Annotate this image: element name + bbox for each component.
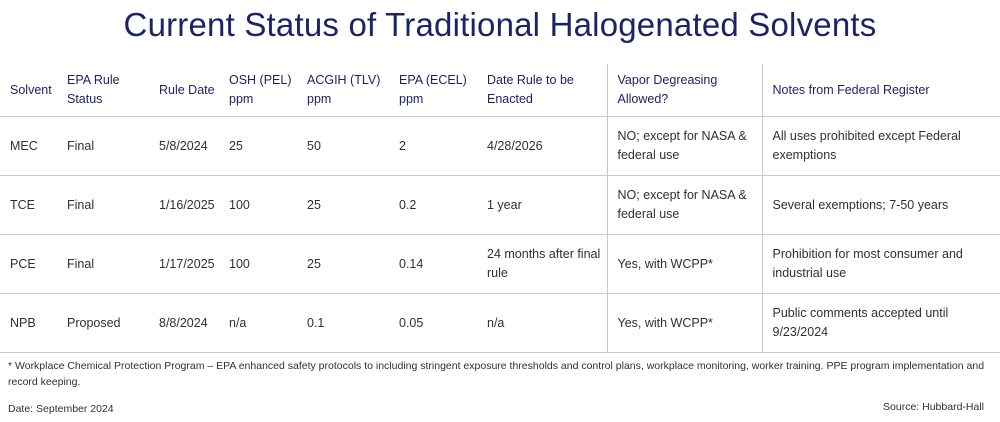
column-header-rule-date: Rule Date — [149, 64, 219, 117]
cell-acgih-tlv: 25 — [297, 175, 389, 235]
cell-notes: Several exemptions; 7-50 years — [761, 175, 1000, 235]
cell-rule-status: Proposed — [57, 293, 149, 353]
cell-notes: All uses prohibited except Federal exemp… — [761, 116, 1000, 176]
column-header-vapor-degreasing: Vapor Degreasing Allowed? — [606, 64, 762, 117]
cell-solvent: TCE — [0, 175, 57, 235]
wcpp-footnote: * Workplace Chemical Protection Program … — [8, 360, 985, 388]
cell-osh-pel: 100 — [219, 234, 297, 294]
cell-date-enacted: 24 months after final rule — [477, 234, 607, 294]
cell-acgih-tlv: 0.1 — [297, 293, 389, 353]
table-row: NPB Proposed 8/8/2024 n/a 0.1 0.05 n/a Y… — [0, 293, 1000, 353]
cell-vapor-degreasing: NO; except for NASA & federal use — [606, 116, 762, 176]
cell-rule-status: Final — [57, 116, 149, 176]
cell-notes: Prohibition for most consumer and indust… — [761, 234, 1000, 294]
source-credit: Source: Hubbard-Hall — [883, 401, 984, 413]
cell-vapor-degreasing: Yes, with WCPP* — [606, 234, 762, 294]
cell-notes: Public comments accepted until 9/23/2024 — [761, 293, 1000, 353]
solvent-status-table: Solvent EPA Rule Status Rule Date OSH (P… — [0, 64, 1000, 353]
column-header-osh-pel: OSH (PEL) ppm — [219, 64, 297, 117]
cell-epa-ecel: 2 — [389, 116, 477, 176]
column-header-acgih-tlv: ACGIH (TLV) ppm — [297, 64, 389, 117]
cell-acgih-tlv: 50 — [297, 116, 389, 176]
cell-osh-pel: 25 — [219, 116, 297, 176]
cell-solvent: PCE — [0, 234, 57, 294]
column-header-epa-rule-status: EPA Rule Status — [57, 64, 149, 117]
cell-rule-status: Final — [57, 234, 149, 294]
page-title: Current Status of Traditional Halogenate… — [123, 6, 877, 43]
cell-rule-status: Final — [57, 175, 149, 235]
cell-solvent: NPB — [0, 293, 57, 353]
cell-date-enacted: n/a — [477, 293, 607, 353]
cell-osh-pel: n/a — [219, 293, 297, 353]
table-row: PCE Final 1/17/2025 100 25 0.14 24 month… — [0, 234, 1000, 294]
cell-vapor-degreasing: NO; except for NASA & federal use — [606, 175, 762, 235]
publication-date: Date: September 2024 — [8, 403, 114, 415]
cell-date-enacted: 4/28/2026 — [477, 116, 607, 176]
cell-epa-ecel: 0.14 — [389, 234, 477, 294]
cell-osh-pel: 100 — [219, 175, 297, 235]
cell-date-enacted: 1 year — [477, 175, 607, 235]
table-row: MEC Final 5/8/2024 25 50 2 4/28/2026 NO;… — [0, 116, 1000, 176]
column-header-date-enacted: Date Rule to be Enacted — [477, 64, 607, 117]
column-header-notes: Notes from Federal Register — [761, 64, 1000, 117]
cell-solvent: MEC — [0, 116, 57, 176]
cell-acgih-tlv: 25 — [297, 234, 389, 294]
cell-rule-date: 8/8/2024 — [149, 293, 219, 353]
column-header-epa-ecel: EPA (ECEL) ppm — [389, 64, 477, 117]
column-header-solvent: Solvent — [0, 64, 57, 117]
cell-rule-date: 1/17/2025 — [149, 234, 219, 294]
header-row: Solvent EPA Rule Status Rule Date OSH (P… — [0, 64, 1000, 117]
cell-epa-ecel: 0.2 — [389, 175, 477, 235]
cell-rule-date: 5/8/2024 — [149, 116, 219, 176]
cell-epa-ecel: 0.05 — [389, 293, 477, 353]
table-row: TCE Final 1/16/2025 100 25 0.2 1 year NO… — [0, 175, 1000, 235]
cell-vapor-degreasing: Yes, with WCPP* — [606, 293, 762, 353]
cell-rule-date: 1/16/2025 — [149, 175, 219, 235]
